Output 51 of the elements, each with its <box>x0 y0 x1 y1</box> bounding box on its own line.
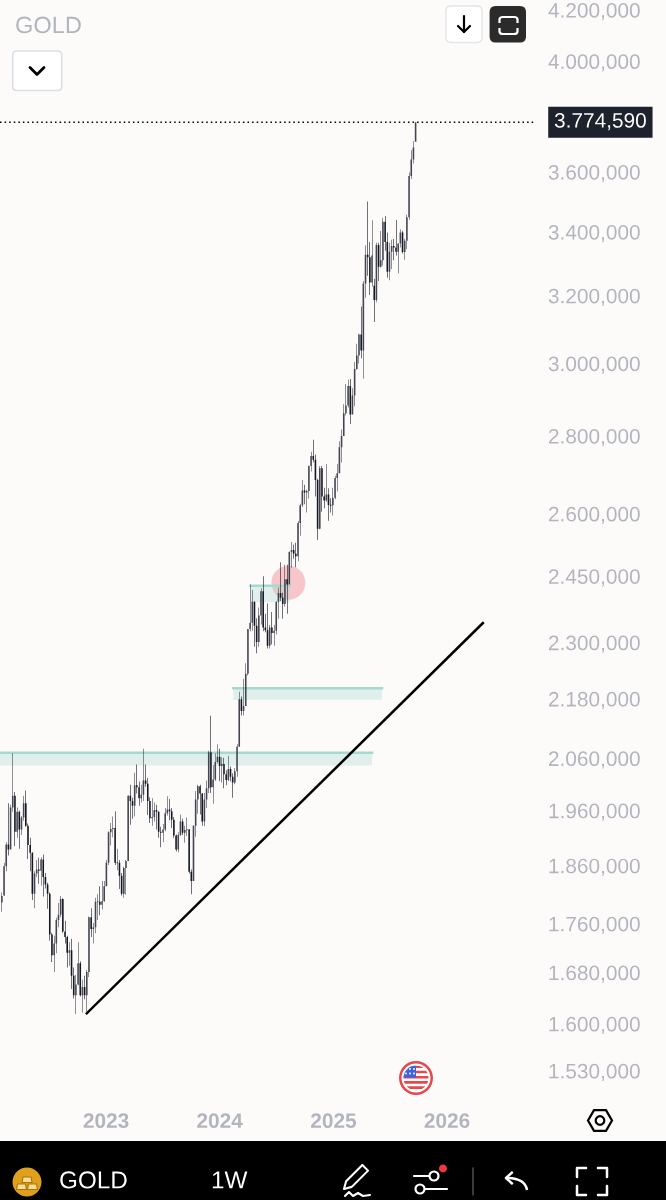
candlestick <box>325 464 328 502</box>
x-tick-label: 2023 <box>83 1113 129 1129</box>
x-tick-label: 2024 <box>197 1113 243 1129</box>
candlestick <box>90 908 92 937</box>
x-tick-label: 2025 <box>311 1113 357 1129</box>
candlestick <box>68 942 71 966</box>
candlestick <box>360 306 362 359</box>
y-tick-label: 2.450,000 <box>548 569 640 587</box>
candlestick <box>295 542 297 568</box>
y-tick-label: 4.200,000 <box>548 3 640 21</box>
candlestick <box>129 784 132 825</box>
candlestick <box>321 466 323 512</box>
candlestick <box>303 484 306 505</box>
x-tick-label: 2026 <box>424 1113 470 1129</box>
y-tick-label: 1.960,000 <box>549 803 640 821</box>
y-tick-label: 1.860,000 <box>549 858 640 876</box>
y-tick-label: 2.600,000 <box>548 506 640 524</box>
candlestick <box>210 715 212 794</box>
y-tick-label: 3.200,000 <box>548 288 640 306</box>
candlestick <box>218 748 221 782</box>
candlestick <box>142 748 145 802</box>
text: GOLD <box>60 1171 127 1189</box>
y-tick-label: 3.600,000 <box>548 164 640 183</box>
y-tick-label: 1.680,000 <box>549 965 640 983</box>
ref-line-label: 3.774,590 <box>554 113 646 131</box>
y-tick-label: 3.400,000 <box>548 224 640 243</box>
candlestick <box>101 880 103 910</box>
y-tick-label: 3.000,000 <box>548 356 640 374</box>
candlestick <box>223 757 225 789</box>
candlestick <box>81 979 84 1013</box>
candlestick <box>266 603 269 649</box>
candlestick <box>114 811 116 866</box>
y-tick-label: 4.000,000 <box>548 54 640 72</box>
y-tick-label: 2.180,000 <box>548 691 640 710</box>
y-tick-label: 2.060,000 <box>548 751 640 769</box>
chart-title: GOLD <box>16 16 81 34</box>
candlestick <box>271 611 273 645</box>
y-tick-label: 1.530,000 <box>549 1063 640 1082</box>
y-tick-label: 2.300,000 <box>548 635 640 653</box>
candlestick <box>382 217 384 266</box>
text: 1W <box>212 1171 248 1189</box>
y-tick-label: 1.760,000 <box>549 916 640 934</box>
candlestick <box>99 886 101 916</box>
candlestick <box>16 807 18 838</box>
candlestick <box>371 220 373 287</box>
y-tick-label: 1.600,000 <box>549 1016 640 1035</box>
candlestick <box>284 564 286 607</box>
candlestick <box>327 488 330 521</box>
candlestick <box>395 220 397 256</box>
y-tick-label: 2.800,000 <box>548 428 640 447</box>
candlestick <box>83 975 86 1000</box>
